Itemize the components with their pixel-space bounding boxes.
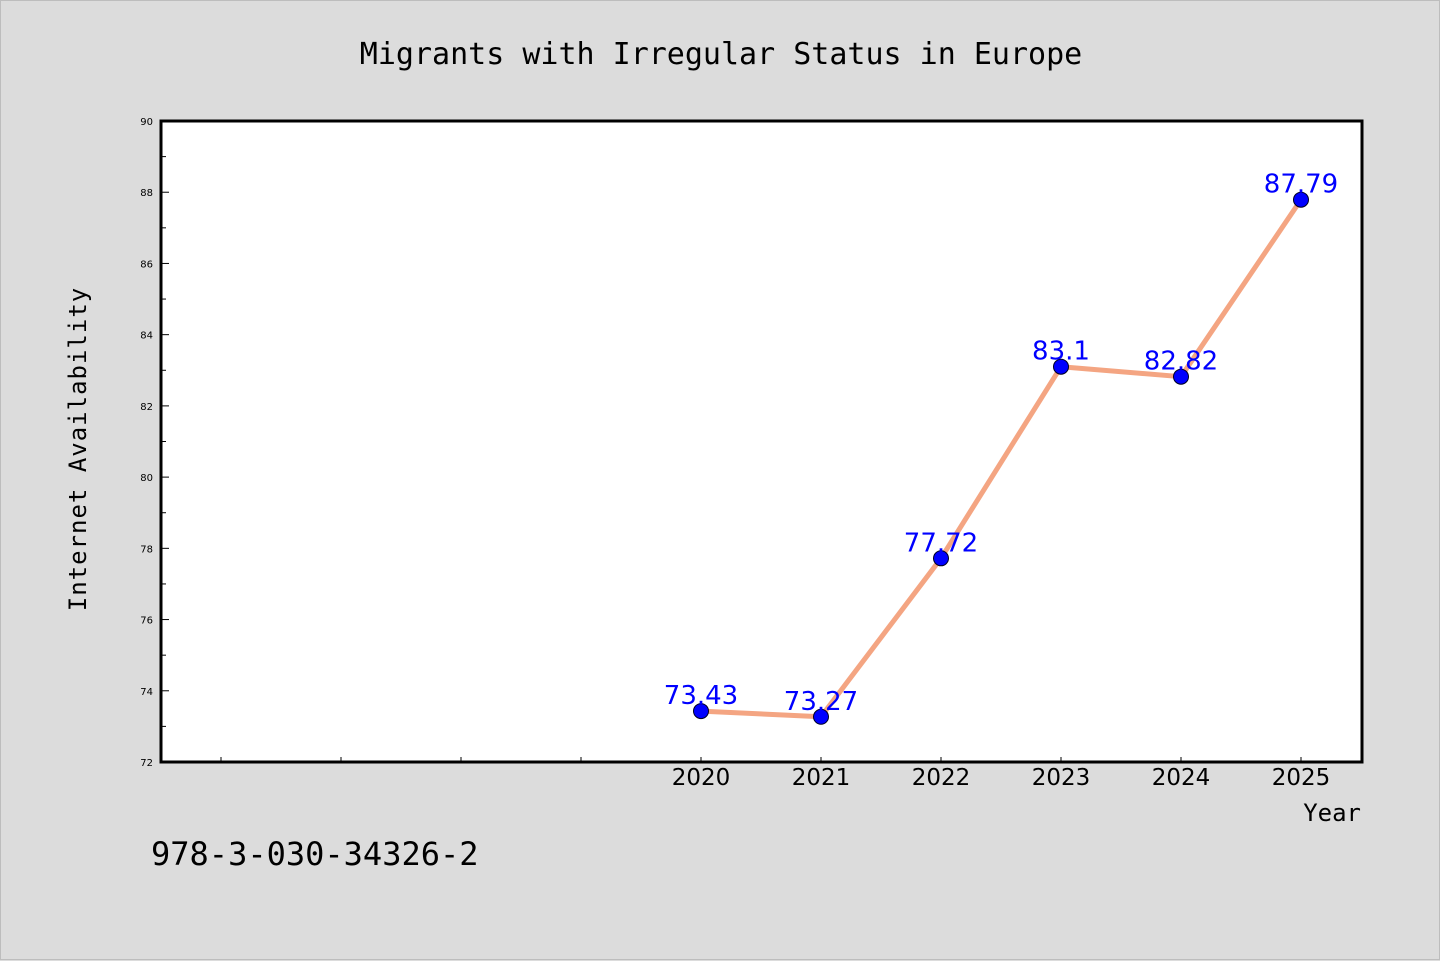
data-label: 83.1 (1032, 337, 1090, 367)
data-label: 77.72 (904, 528, 978, 558)
data-point-marker (933, 550, 949, 567)
y-axis: 72 74 76 78 80 82 84 86 88 90 (140, 117, 169, 769)
y-tick-label: 84 (140, 331, 153, 342)
data-point-marker (1053, 358, 1069, 375)
y-tick-label: 78 (140, 544, 153, 555)
series-line-group: 73.43 73.27 77.72 83.1 82.82 87.79 (664, 170, 1338, 725)
plot-area (161, 121, 1362, 762)
chart-title: Migrants with Irregular Status in Europe (360, 37, 1082, 72)
x-tick-label: 2020 (672, 765, 731, 791)
x-tick-label: 2022 (912, 765, 971, 791)
x-tick-label: 2021 (792, 765, 851, 791)
data-label: 73.43 (664, 681, 738, 711)
y-tick-label: 90 (140, 117, 153, 128)
x-tick-label: 2025 (1272, 765, 1331, 791)
y-tick-label: 80 (140, 473, 153, 484)
y-tick-label: 88 (140, 188, 153, 199)
x-axis: 2020 2021 2022 2023 2024 2025 (220, 757, 1331, 791)
y-tick-label: 82 (140, 402, 153, 413)
x-tick-label: 2023 (1032, 765, 1091, 791)
data-point-marker (693, 703, 709, 720)
data-point-marker (1293, 191, 1309, 208)
x-tick-label: 2024 (1152, 765, 1211, 791)
data-label: 87.79 (1264, 170, 1338, 200)
y-tick-label: 72 (140, 758, 153, 769)
data-label: 73.27 (784, 687, 858, 717)
plot-border (159, 119, 1364, 764)
x-axis-label: Year (1303, 799, 1361, 827)
data-label: 82.82 (1144, 347, 1218, 377)
isbn-text: 978-3-030-34326-2 (151, 835, 479, 873)
y-tick-label: 76 (140, 616, 153, 627)
y-axis-label: Internet Availability (64, 287, 92, 611)
y-tick-label: 86 (140, 259, 153, 270)
y-tick-label: 74 (140, 687, 153, 698)
series-line (698, 197, 1304, 720)
data-point-marker (813, 708, 829, 725)
data-point-marker (1173, 368, 1189, 385)
